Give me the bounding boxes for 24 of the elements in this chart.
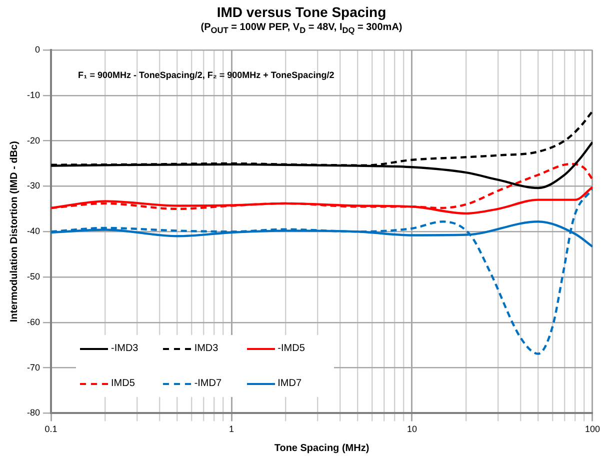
y-axis-title: Intermodulation Distortion (IMD - dBc) xyxy=(8,141,20,322)
x-tick-label: 1 xyxy=(228,424,234,434)
legend-label: IMD7 xyxy=(278,378,302,389)
y-tick-label: -70 xyxy=(26,362,40,372)
legend-label: IMD5 xyxy=(111,378,135,389)
legend-label: IMD3 xyxy=(194,343,218,354)
y-tick-label: -80 xyxy=(26,408,40,418)
chart-title: IMD versus Tone Spacing xyxy=(216,4,388,20)
y-tick-label: -40 xyxy=(26,226,40,236)
y-tick-label: 0 xyxy=(34,44,40,54)
x-tick-label: 10 xyxy=(406,424,418,434)
legend-label: -IMD3 xyxy=(111,343,138,354)
x-tick-label: 100 xyxy=(584,424,600,434)
y-tick-label: -20 xyxy=(26,135,40,146)
x-axis-title: Tone Spacing (MHz) xyxy=(274,442,370,454)
chart-subtitle: (P$_{OUT}$ = 100W PEP, V$_{D}$ = 48V, I$_{DQ}$ = 300mA) xyxy=(200,22,404,35)
legend-label: -IMD5 xyxy=(278,343,305,354)
y-tick-label: -30 xyxy=(26,180,40,191)
annotation: F₁ = 900MHz - ToneSpacing/2, F₂ = 900MHz + ToneSpacing/2 xyxy=(78,70,334,80)
legend-label: -IMD7 xyxy=(194,378,222,389)
y-tick-label: -60 xyxy=(26,316,40,327)
y-tick-label: -10 xyxy=(26,90,40,100)
y-tick-label: -50 xyxy=(26,271,40,282)
x-tick-label: 0.1 xyxy=(44,424,58,434)
